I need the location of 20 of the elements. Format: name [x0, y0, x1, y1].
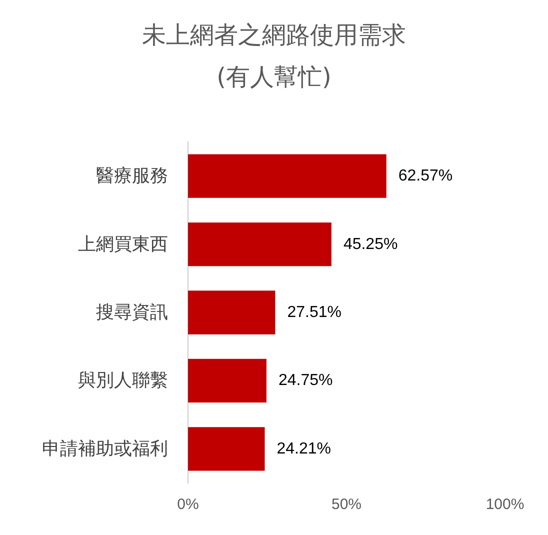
bar: [188, 358, 266, 403]
data-label: 24.21%: [276, 440, 332, 458]
data-label: 45.25%: [343, 236, 398, 253]
y-tick-label: 上網買東西: [78, 234, 168, 255]
bar: [188, 427, 265, 471]
bar: [188, 290, 276, 334]
data-label: 62.57%: [398, 168, 453, 185]
data-label: 24.75%: [278, 372, 333, 390]
x-tick-label: 100%: [486, 496, 524, 513]
data-label: 27.51%: [287, 304, 342, 321]
y-tick-label: 與別人聯繫: [78, 370, 168, 392]
chart-subtitle: (有人幫忙): [216, 63, 332, 91]
y-tick-label: 申請補助或福利: [42, 438, 168, 460]
chart-title: 未上網者之網路使用需求: [142, 21, 406, 49]
x-tick-label: 50%: [331, 496, 362, 513]
bar: [188, 154, 386, 198]
y-tick-label: 醫療服務: [96, 166, 168, 187]
x-tick-label: 0%: [177, 496, 199, 513]
bar: [188, 222, 332, 266]
y-tick-label: 搜尋資訊: [96, 302, 168, 323]
